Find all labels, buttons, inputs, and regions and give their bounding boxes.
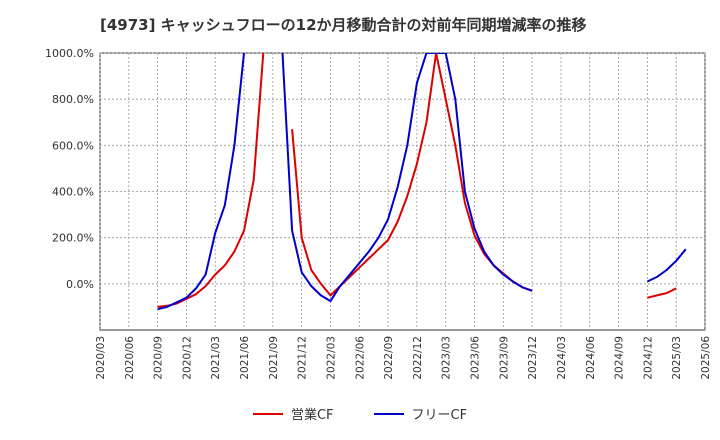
legend-item-operating-cf: 営業CF [252, 404, 334, 423]
legend-label-free-cf: フリーCF [411, 408, 468, 423]
legend-label-operating-cf: 営業CF [290, 408, 334, 423]
y-tick-label: 200.0% [52, 232, 94, 245]
x-tick-label: 2021/12 [297, 336, 309, 380]
x-tick-label: 2020/06 [124, 336, 136, 380]
x-tick-label: 2020/12 [181, 336, 193, 380]
legend-swatch-operating-cf [252, 412, 283, 415]
x-tick-label: 2023/03 [441, 336, 453, 380]
x-tick-label: 2025/06 [700, 336, 712, 380]
series-lines [157, 53, 687, 311]
x-tick-label: 2022/03 [325, 336, 337, 380]
x-tick-label: 2021/06 [239, 336, 251, 380]
x-tick-labels: 2020/03 2020/06 2020/09 2020/12 2021/03 2021/… [95, 336, 712, 380]
series-line-free-cf [157, 53, 687, 311]
legend-item-free-cf: フリーCF [373, 404, 468, 423]
x-tick-label: 2024/09 [614, 336, 626, 380]
legend-swatch-free-cf [373, 412, 404, 415]
y-tick-labels: 0.0% 200.0% 400.0% 600.0% 800.0% 1000.0% [45, 47, 94, 291]
x-tick-label: 2020/03 [95, 336, 107, 380]
x-tick-label: 2024/06 [585, 336, 597, 380]
x-tick-label: 2021/03 [210, 336, 222, 380]
x-tick-label: 2022/06 [354, 336, 366, 380]
y-tick-label: 800.0% [52, 93, 94, 106]
y-tick-label: 400.0% [52, 186, 94, 199]
y-gridlines [100, 52, 705, 285]
x-tick-label: 2022/09 [383, 336, 395, 380]
y-tick-label: 600.0% [52, 139, 94, 152]
x-tick-label: 2023/12 [527, 336, 539, 380]
legend: 営業CF フリーCF [0, 404, 720, 423]
x-tick-label: 2021/09 [268, 336, 280, 380]
x-tick-label: 2022/12 [412, 336, 424, 380]
y-tick-label: 1000.0% [45, 47, 94, 60]
y-tick-label: 0.0% [66, 278, 94, 291]
x-tick-label: 2025/03 [671, 336, 683, 380]
x-tick-label: 2024/03 [556, 336, 568, 380]
x-tick-label: 2023/09 [498, 336, 510, 380]
x-tick-label: 2020/09 [153, 336, 165, 380]
chart-title: [4973] キャッシュフローの12か月移動合計の対前年同期増減率の推移 [100, 16, 587, 34]
plot-area [99, 52, 706, 331]
x-tick-label: 2023/06 [470, 336, 482, 380]
x-tick-label: 2024/12 [642, 336, 654, 380]
